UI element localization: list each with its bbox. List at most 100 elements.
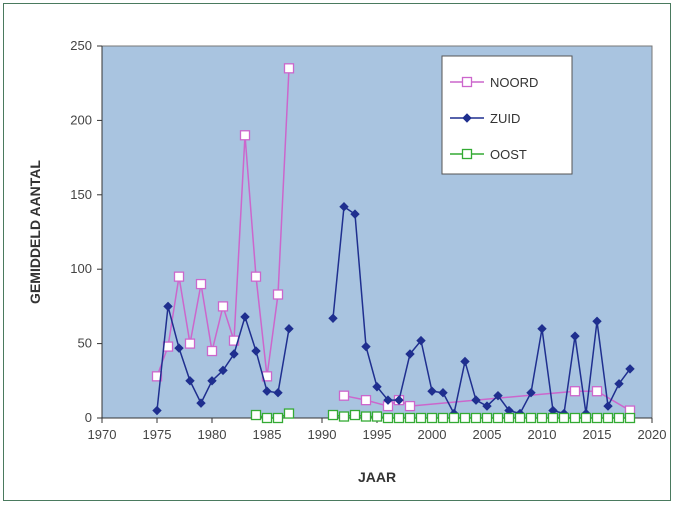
data-point-oost xyxy=(338,411,350,422)
data-point-zuid xyxy=(328,313,338,324)
data-point-oost xyxy=(624,412,636,424)
data-point-zuid xyxy=(383,395,393,405)
data-point-oost xyxy=(404,412,416,424)
data-point-zuid xyxy=(625,364,635,374)
series-noord xyxy=(151,63,636,416)
data-point-zuid xyxy=(394,395,404,405)
data-point-oost xyxy=(261,412,273,424)
x-tick-label: 2020 xyxy=(638,427,667,442)
data-point-zuid xyxy=(526,387,536,398)
data-point-zuid xyxy=(603,401,613,411)
data-point-noord xyxy=(184,338,196,349)
y-tick-label: 150 xyxy=(70,187,92,202)
data-point-oost xyxy=(525,412,537,424)
y-axis-title: GEMIDDELD AANTAL xyxy=(27,160,43,304)
data-point-zuid xyxy=(163,301,173,312)
data-point-oost xyxy=(393,412,405,424)
data-point-oost xyxy=(569,412,581,424)
data-point-zuid xyxy=(537,324,547,334)
chart-frame: 1970 1975 1980 1985 1990 1995 2000 2005 2010 2015… xyxy=(3,3,671,501)
data-point-noord xyxy=(195,278,207,290)
data-point-zuid xyxy=(273,387,283,398)
data-point-zuid xyxy=(284,324,294,334)
data-point-zuid xyxy=(262,386,272,396)
data-point-oost xyxy=(415,412,427,424)
data-point-zuid xyxy=(614,379,624,389)
data-point-oost xyxy=(426,412,438,424)
data-point-oost xyxy=(250,409,262,421)
data-point-zuid xyxy=(174,343,184,353)
data-point-zuid xyxy=(460,356,470,367)
legend-marker-zuid xyxy=(462,113,472,123)
data-point-oost xyxy=(580,412,592,424)
x-tick-label: 2010 xyxy=(528,427,557,442)
data-point-noord xyxy=(591,386,603,397)
legend-label-noord: NOORD xyxy=(490,75,538,90)
data-point-zuid xyxy=(339,201,349,212)
data-point-oost xyxy=(360,411,372,422)
x-axis-ticks: 1970 1975 1980 1985 1990 1995 2000 2005 2010 2015… xyxy=(88,418,667,442)
data-point-zuid xyxy=(592,316,602,326)
data-point-noord xyxy=(569,386,581,397)
data-point-zuid xyxy=(372,382,382,392)
x-axis-title: JAAR xyxy=(358,469,396,485)
x-tick-label: 1975 xyxy=(143,427,172,442)
data-point-oost xyxy=(514,412,526,424)
series-line-zuid xyxy=(332,205,631,416)
data-point-zuid xyxy=(196,398,206,408)
data-point-noord xyxy=(250,271,262,282)
x-tick-label: 2000 xyxy=(418,427,447,442)
data-point-noord xyxy=(338,390,350,401)
y-axis-ticks: 0 50 100 150 200 250 xyxy=(70,38,102,425)
data-point-zuid xyxy=(152,405,162,416)
data-point-noord xyxy=(360,394,372,406)
data-point-oost xyxy=(470,412,482,424)
legend-marker-noord xyxy=(461,76,473,88)
x-tick-label: 1985 xyxy=(253,427,282,442)
line-chart: 1970 1975 1980 1985 1990 1995 2000 2005 2010 2015… xyxy=(27,38,667,485)
data-point-oost xyxy=(492,412,504,424)
data-point-zuid xyxy=(207,376,217,386)
y-tick-label: 100 xyxy=(70,261,92,276)
data-point-zuid xyxy=(405,349,415,359)
data-point-oost xyxy=(591,412,603,424)
y-tick-label: 0 xyxy=(85,410,92,425)
data-point-oost xyxy=(602,412,614,424)
data-point-zuid xyxy=(471,395,481,405)
legend-marker-oost xyxy=(461,148,473,160)
data-point-oost xyxy=(503,412,515,424)
data-point-zuid xyxy=(438,387,448,398)
data-point-noord xyxy=(404,400,416,412)
data-point-oost xyxy=(558,412,570,424)
series-line-oost xyxy=(255,412,290,419)
data-point-oost xyxy=(547,412,559,424)
series-oost xyxy=(250,408,636,424)
data-point-noord xyxy=(217,301,229,312)
data-point-zuid xyxy=(251,346,261,356)
y-tick-label: 50 xyxy=(78,336,92,351)
data-point-oost xyxy=(371,411,383,422)
data-point-oost xyxy=(613,412,625,424)
data-point-noord xyxy=(162,341,174,352)
data-point-noord xyxy=(206,345,218,357)
data-point-zuid xyxy=(482,401,492,411)
data-point-noord xyxy=(272,289,284,300)
x-tick-label: 1995 xyxy=(363,427,392,442)
data-point-zuid xyxy=(185,376,195,386)
data-point-zuid xyxy=(427,386,437,396)
series-layer xyxy=(151,63,636,424)
data-point-oost xyxy=(327,409,339,421)
data-point-noord xyxy=(283,63,295,74)
data-point-oost xyxy=(481,412,493,424)
x-tick-label: 2005 xyxy=(473,427,502,442)
y-tick-label: 200 xyxy=(70,112,92,127)
data-point-oost xyxy=(536,412,548,424)
legend-label-zuid: ZUID xyxy=(490,111,520,126)
data-point-noord xyxy=(239,130,251,141)
data-point-noord xyxy=(173,271,185,282)
data-point-zuid xyxy=(570,331,580,341)
data-point-oost xyxy=(283,408,295,419)
data-point-oost xyxy=(448,412,460,424)
series-line-oost xyxy=(332,414,630,419)
legend: NOORD ZUID OOST xyxy=(441,55,573,175)
